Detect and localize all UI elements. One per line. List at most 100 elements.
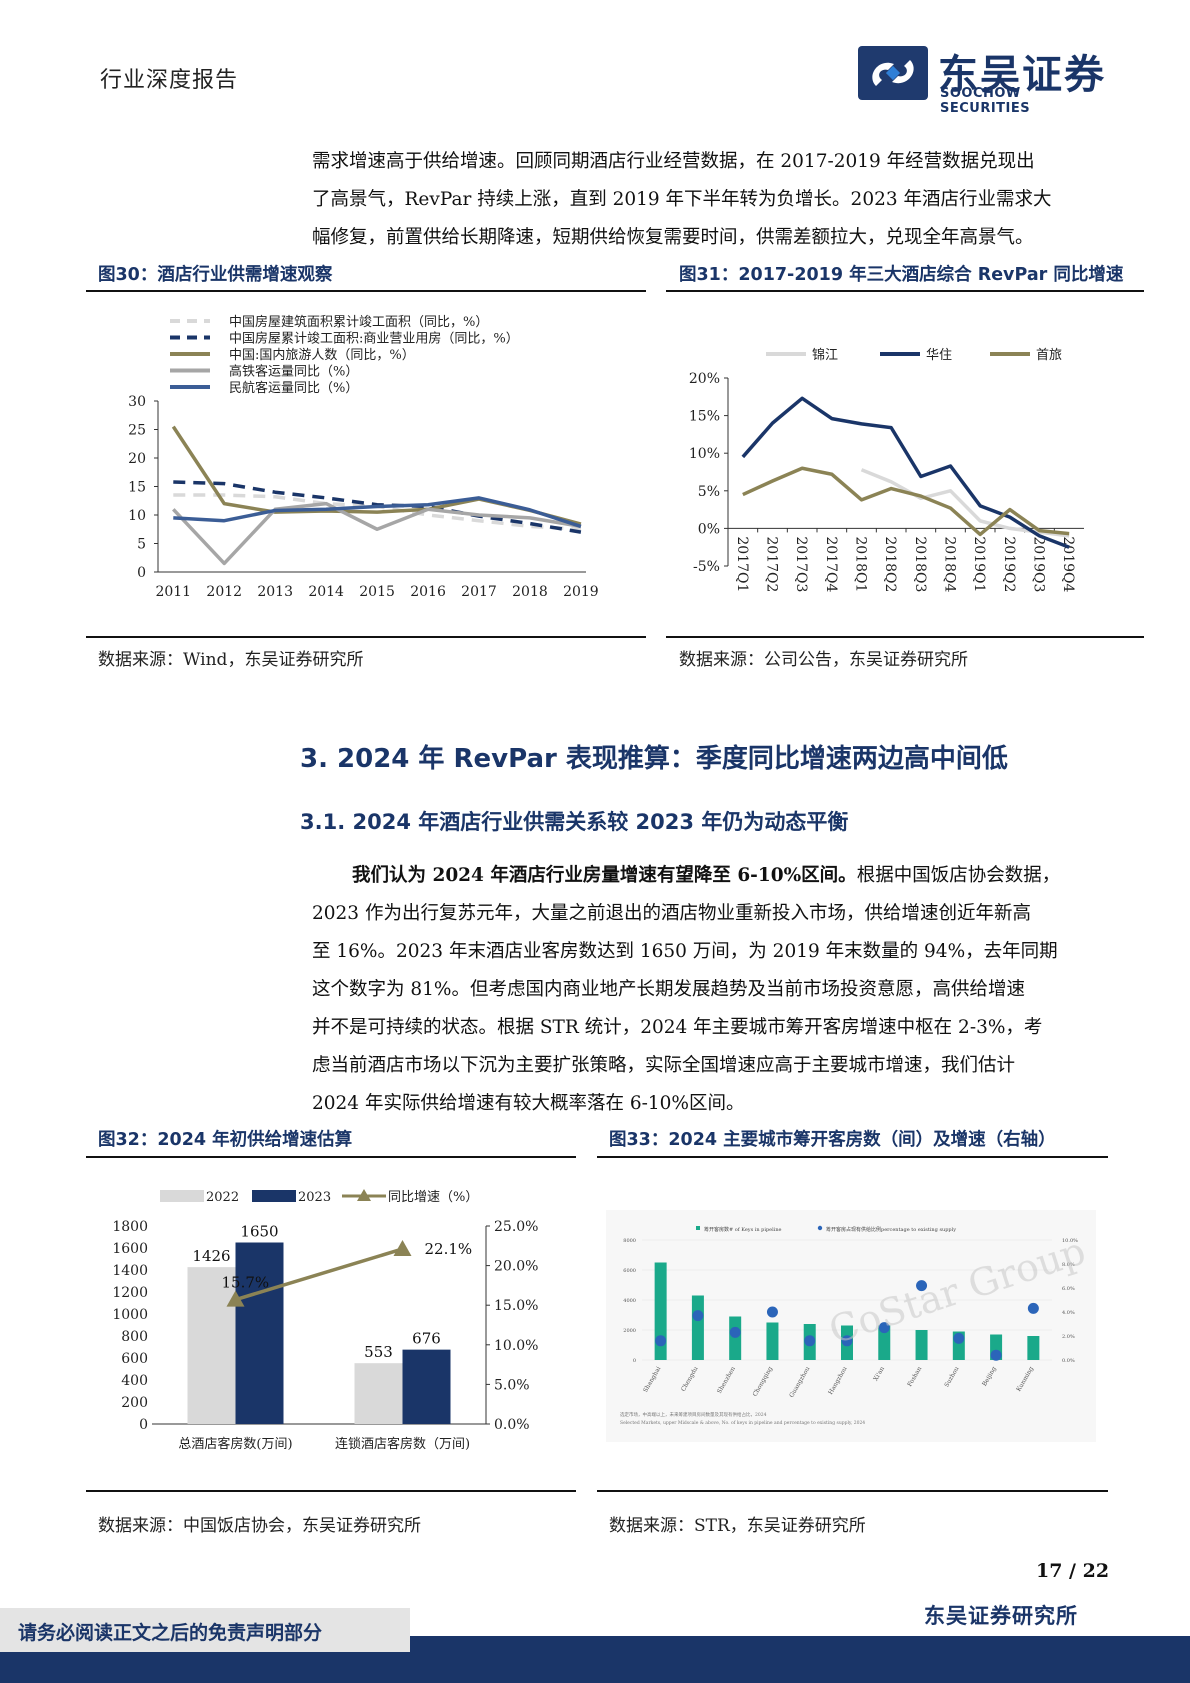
fig32-bottom-rule — [86, 1490, 576, 1492]
scatter-point — [878, 1322, 890, 1334]
body-lead-line: 我们认为 2024 年酒店行业房量增速有望降至 6-10%区间。根据中国饭店协会… — [312, 857, 1108, 895]
y-tick-label: 200 — [121, 1395, 148, 1411]
fig33-title: 图33：2024 主要城市筹开客房数（间）及增速（右轴） — [609, 1130, 1056, 1150]
series-line — [172, 501, 582, 566]
y2-tick-label: 4.0% — [1062, 1310, 1075, 1316]
x-tick-label: 2019 — [563, 584, 599, 600]
fig30-title: 图30：酒店行业供需增速观察 — [98, 265, 333, 285]
x-tick-label: 2017Q3 — [793, 536, 809, 592]
series-line — [742, 466, 1070, 537]
y-tick-label: 800 — [121, 1329, 148, 1345]
x-tick-label: 2018 — [512, 584, 548, 600]
bar — [235, 1242, 284, 1424]
intro-line: 需求增速高于供给增速。回顾同期酒店行业经营数据，在 2017-2019 年经营数… — [312, 151, 1035, 172]
bar — [766, 1322, 779, 1360]
fig33-bottom-rule — [597, 1490, 1108, 1492]
y-tick-label: 5% — [698, 484, 720, 500]
legend-swatch — [160, 1190, 204, 1202]
x-tick-label: 2017Q1 — [734, 536, 750, 592]
growth-data-label: 15.7% — [222, 1274, 270, 1292]
fig32-title: 图32：2024 年初供给增速估算 — [98, 1130, 353, 1150]
legend-label: 2022 — [206, 1190, 239, 1205]
x-tick-label: 2018Q4 — [942, 536, 958, 592]
x-tick-label: 2013 — [257, 584, 293, 600]
fig32-top-rule — [86, 1156, 576, 1158]
x-tick-label: 2019Q1 — [971, 536, 987, 592]
fig31-bottom-rule — [666, 636, 1144, 638]
x-tick-label: 2019Q2 — [1001, 536, 1017, 592]
bar-data-label: 1650 — [240, 1223, 278, 1241]
growth-line — [234, 1247, 404, 1302]
logo: 东吴证券 SOOCHOW SECURITIES — [858, 46, 1108, 116]
y-tick-label: 2000 — [623, 1328, 636, 1334]
body-line: 并不是可持续的状态。根据 STR 统计，2024 年主要城市筹开客房增速中枢在 … — [312, 1017, 1043, 1038]
footer-disclaimer-box — [0, 1608, 410, 1652]
scatter-point — [916, 1280, 928, 1292]
body-line: 2023 作为出行复苏元年，大量之前退出的酒店物业重新投入市场，供给增速创近年新… — [312, 903, 1031, 924]
legend-label: 筹开客房数# of Keys in pipeline — [704, 1226, 782, 1233]
y-tick-label: 5 — [137, 537, 146, 553]
y2-tick-label: 10.0% — [494, 1338, 538, 1354]
y2-tick-label: 5.0% — [494, 1377, 530, 1393]
y-tick-label: 600 — [121, 1351, 148, 1367]
body-line: 这个数字为 81%。但考虑国内商业地产长期发展趋势及当前市场投资意愿，高供给增速 — [312, 979, 1026, 1000]
legend-label: 华住 — [926, 348, 952, 363]
legend-label: 中国房屋建筑面积累计竣工面积（同比，%） — [229, 314, 488, 330]
scatter-point — [804, 1335, 816, 1347]
x-tick-label: 2019Q3 — [1031, 536, 1047, 592]
page-number: 17 / 22 — [1036, 1560, 1110, 1582]
body-line: 虑当前酒店市场以下沉为主要扩张策略，实际全国增速应高于主要城市增速，我们估计 — [312, 1055, 1016, 1076]
y2-tick-label: 20.0% — [494, 1259, 538, 1275]
fig30-chart: 中国房屋建筑面积累计竣工面积（同比，%）中国房屋累计竣工面积:商业营业用房（同比… — [128, 314, 599, 600]
growth-marker — [393, 1239, 412, 1256]
x-tick-label: 2017Q2 — [764, 536, 780, 592]
series-line — [173, 496, 582, 529]
y-tick-label: 0% — [698, 521, 720, 537]
x-tick-label: 2018Q3 — [912, 536, 928, 592]
legend-label: 中国:国内旅游人数（同比，%） — [229, 347, 415, 363]
fig31-top-rule — [666, 290, 1144, 292]
y-tick-label: 1400 — [112, 1263, 148, 1279]
report-type: 行业深度报告 — [100, 68, 239, 93]
y-tick-label: 4000 — [623, 1298, 636, 1304]
y-tick-label: 0 — [137, 565, 146, 581]
fig32-chart: 2022 2023 同比增速（%） 0 200 400 600 800 1000 1200 1400… — [112, 1189, 538, 1452]
body-line: 至 16%。2023 年末酒店业客房数达到 1650 万间，为 2019 年末数… — [312, 941, 1058, 962]
section-body: 我们认为 2024 年酒店行业房量增速有望降至 6-10%区间。根据中国饭店协会… — [312, 857, 1108, 1123]
series-line — [860, 468, 1070, 538]
x-tick-label: 2019Q4 — [1060, 536, 1076, 592]
body-lead-rest: 根据中国饭店协会数据， — [856, 865, 1061, 886]
scatter-point — [1027, 1302, 1039, 1314]
bar — [187, 1267, 236, 1424]
y2-tick-label: 0.0% — [494, 1417, 530, 1433]
y2-tick-label: 10.0% — [1062, 1238, 1078, 1244]
x-tick-label: 2018Q1 — [853, 536, 869, 592]
x-tick-label: 2015 — [359, 584, 395, 600]
y-tick-label: 15% — [689, 409, 720, 425]
bar — [354, 1363, 403, 1424]
fig31-title: 图31：2017-2019 年三大酒店综合 RevPar 同比增速 — [679, 265, 1124, 285]
bar — [915, 1330, 928, 1360]
scatter-point — [692, 1310, 704, 1322]
x-tick-label: 2018Q2 — [882, 536, 898, 592]
legend-label: 2023 — [298, 1190, 331, 1205]
intro-line: 了高景气，RevPar 持续上涨，直到 2019 年下半年转为负增长。2023 … — [312, 189, 1052, 210]
y-tick-label: 30 — [128, 394, 146, 410]
legend-label: 筹开客房占现有供给比例percentage to existing supply — [826, 1226, 956, 1233]
body-line: 2024 年实际供给增速有较大概率落在 6-10%区间。 — [312, 1093, 745, 1114]
legend-label: 首旅 — [1036, 348, 1062, 363]
legend-marker — [357, 1189, 371, 1201]
y-tick-label: 0 — [633, 1358, 636, 1364]
y-tick-label: 10% — [689, 446, 720, 462]
scatter-point — [766, 1306, 778, 1318]
y2-tick-label: 15.0% — [494, 1298, 538, 1314]
y2-tick-label: 25.0% — [494, 1219, 538, 1235]
bar — [654, 1262, 667, 1360]
footnote: 选定市场，中高端以上，未来筹建项目房间数量及其现有供给占比，2024 — [620, 1411, 767, 1418]
scatter-point — [729, 1326, 741, 1338]
bar-data-label: 553 — [364, 1343, 393, 1361]
x-tick-label: 连锁酒店客房数（万间) — [335, 1436, 470, 1452]
x-tick-label: 2017Q4 — [823, 536, 839, 592]
y2-tick-label: 0.0% — [1062, 1358, 1075, 1364]
footer-disclaimer: 请务必阅读正文之后的免责声明部分 — [18, 1622, 323, 1644]
